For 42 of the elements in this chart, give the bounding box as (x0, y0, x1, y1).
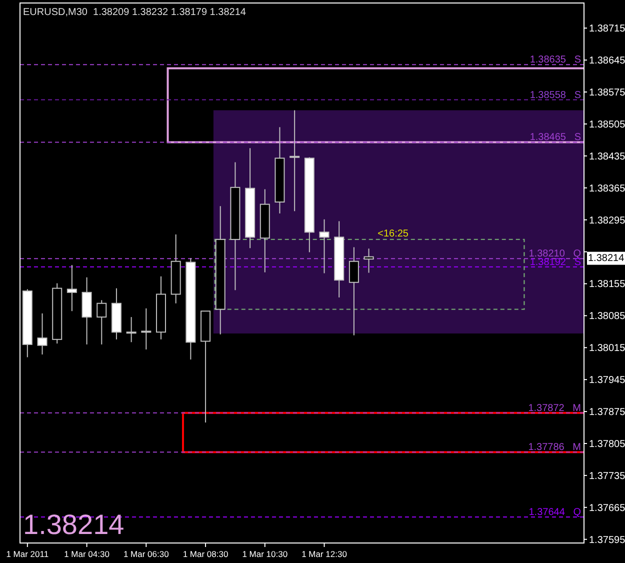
y-tick-label: 1.38085 (589, 311, 625, 322)
candlestick (319, 218, 330, 274)
ref-line-label: 1.38192 S (530, 256, 582, 268)
y-tick-label: 1.37665 (589, 502, 625, 514)
x-tick-label: 1 Mar 2011 (6, 549, 49, 559)
y-tick-label: 1.38015 (589, 343, 625, 354)
y-tick-label: 1.38645 (589, 56, 625, 67)
ref-line-label: 1.38465 S (530, 132, 582, 144)
ref-line-label: 1.37872 M (528, 402, 581, 414)
candlestick (126, 316, 136, 343)
annotation: <16:25 (378, 228, 409, 240)
y-tick-label: 1.37805 (589, 438, 625, 450)
y-tick-label: 1.38295 (589, 215, 625, 226)
candlestick (348, 246, 359, 336)
y-tick-label: 1.38575 (589, 88, 625, 99)
ref-line-label: 1.37786 M (528, 442, 581, 454)
candlestick (37, 312, 48, 355)
ref-line-label: 1.38558 S (530, 90, 582, 101)
candlestick (290, 110, 300, 212)
x-tick-label: 1 Mar 06:30 (123, 549, 170, 559)
candlestick (66, 264, 77, 312)
candlestick (364, 248, 374, 274)
y-tick-label: 1.38155 (589, 279, 625, 290)
y-tick-label: 1.38715 (589, 24, 625, 35)
annotation: 1.38214 (23, 509, 124, 540)
text: 1.38214 (588, 252, 625, 264)
x-tick-label: 1 Mar 08:30 (182, 549, 228, 559)
candlestick (141, 308, 152, 350)
y-tick-label: 1.38505 (589, 119, 625, 130)
candlestick (96, 300, 107, 345)
x-tick-label: 1 Mar 10:30 (242, 549, 288, 559)
y-tick-label: 1.37735 (589, 470, 625, 482)
x-tick-label: 1 Mar 12:30 (302, 549, 348, 559)
x-tick-label: 1 Mar 04:30 (64, 549, 110, 559)
y-tick-label: 1.38435 (589, 151, 625, 162)
chart-title: EURUSD,M30 1.38209 1.38232 1.38179 1.38214 (23, 7, 246, 18)
ref-line-label: 1.38635 S (530, 54, 582, 66)
ref-line-label: 1.37644 Q (528, 506, 582, 518)
y-tick-label: 1.37595 (589, 534, 625, 546)
y-tick-label: 1.37875 (589, 407, 625, 418)
y-tick-label: 1.37945 (589, 375, 625, 386)
y-tick-label: 1.38365 (589, 183, 625, 194)
